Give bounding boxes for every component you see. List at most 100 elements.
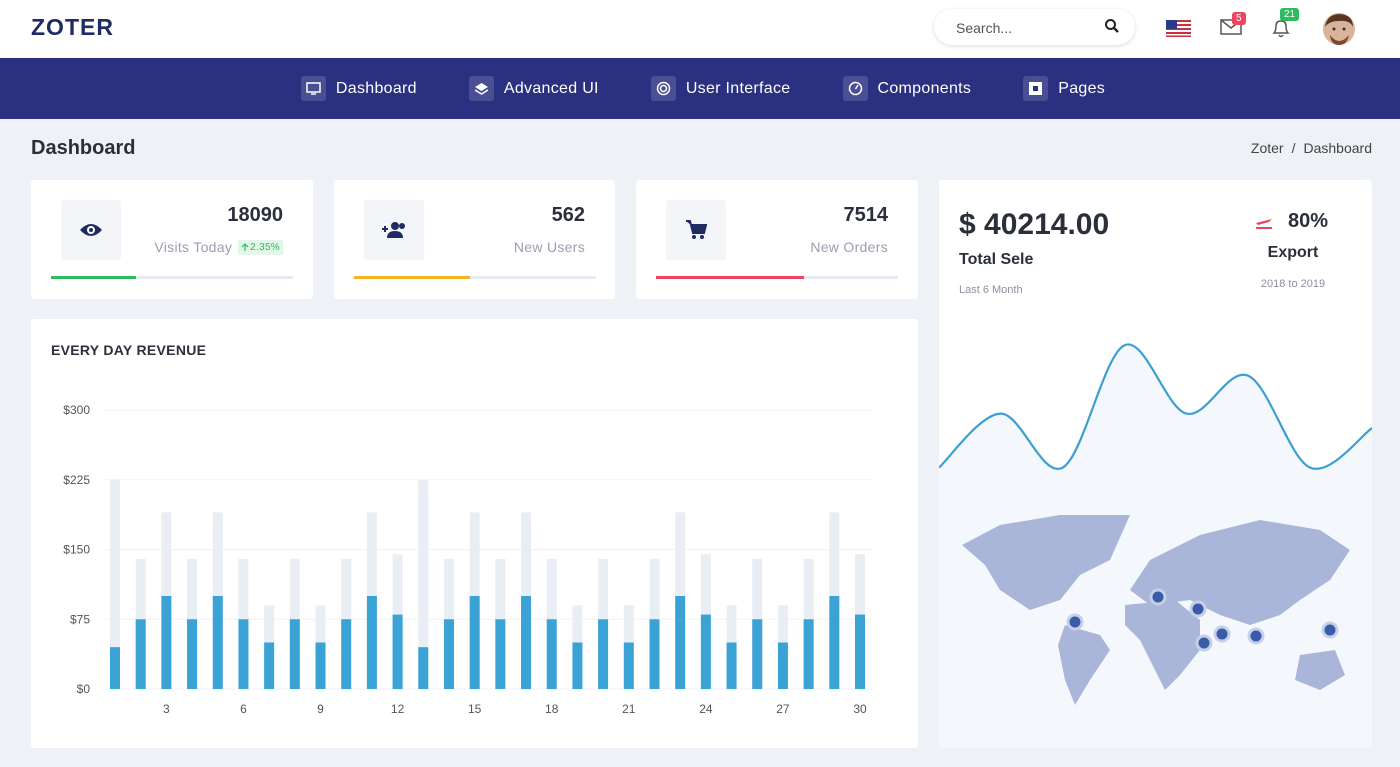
bar [495,619,505,689]
plane-icon [1255,214,1273,230]
progress-fill [51,276,136,279]
stat-label: New Orders [810,239,888,255]
export-label: Export [1239,244,1347,262]
bar [598,619,608,689]
stat-value: 562 [552,204,585,227]
search-icon[interactable] [1104,18,1120,34]
y-tick-label: $225 [63,473,90,487]
bar [444,619,454,689]
stat-value: 7514 [844,204,889,227]
x-tick-label: 15 [468,702,482,716]
nav-label: Advanced UI [504,80,599,98]
bar [727,643,737,690]
y-tick-label: $300 [63,403,90,417]
stat-card: 562 New Users [334,180,615,299]
progress-fill [354,276,470,279]
bar [290,619,300,689]
bar [778,643,788,690]
nav-icon [1028,81,1043,96]
flag-icon[interactable] [1166,20,1191,37]
x-tick-label: 18 [545,702,559,716]
avatar[interactable] [1322,11,1356,47]
bar [393,615,403,689]
bar [470,596,480,689]
users-icon [381,221,407,239]
nav-item[interactable]: Components [843,76,972,101]
stat-value: 18090 [227,204,283,227]
map-marker[interactable] [1323,623,1337,637]
nav-item[interactable]: User Interface [651,76,791,101]
bar [264,643,274,690]
revenue-card: EVERY DAY REVENUE $0$75$150$225$30036912… [31,319,918,748]
nav-icon [848,81,863,96]
bar [367,596,377,689]
top-bar: ZOTER Search... 5 21 [0,0,1400,58]
bar [829,596,839,689]
cart-icon [685,219,707,241]
x-tick-label: 12 [391,702,405,716]
nav-item[interactable]: Dashboard [301,76,417,101]
nav-label: Components [878,80,972,98]
sales-label: Total Sele [959,251,1033,269]
bar [213,596,223,689]
map-marker[interactable] [1249,629,1263,643]
stat-label: Visits Today [154,239,232,255]
nav-item[interactable]: Advanced UI [469,76,599,101]
breadcrumb-link[interactable]: Zoter [1251,140,1284,156]
x-tick-label: 21 [622,702,636,716]
progress-track [51,276,293,279]
search-box[interactable]: Search... [934,9,1135,45]
nav-label: User Interface [686,80,791,98]
nav-item[interactable]: Pages [1023,76,1105,101]
progress-track [354,276,596,279]
breadcrumb-separator: / [1292,140,1296,156]
nav-icon [474,82,489,96]
eye-icon [79,222,103,238]
x-tick-label: 6 [240,702,247,716]
up-arrow [241,243,249,251]
export-value: 80% [1288,210,1328,233]
nav-icon [656,81,671,96]
map-marker[interactable] [1151,590,1165,604]
bar [238,619,248,689]
search-placeholder: Search... [956,20,1012,36]
bar [521,596,531,689]
export-period: 2018 to 2019 [1239,278,1347,290]
map-marker[interactable] [1215,627,1229,641]
bar [649,619,659,689]
stat-card: 18090 Visits Today2.35% [31,180,313,299]
bar [624,643,634,690]
notifications[interactable]: 21 [1270,17,1292,44]
breadcrumb-current: Dashboard [1304,140,1373,156]
map-marker[interactable] [1068,615,1082,629]
map-marker[interactable] [1191,602,1205,616]
sales-period: Last 6 Month [959,284,1023,296]
y-tick-label: $75 [70,612,90,626]
stat-label: New Users [514,239,585,255]
brand[interactable]: ZOTER [31,14,114,41]
mail[interactable]: 5 [1220,18,1242,41]
bar [675,596,685,689]
nav-bar: Dashboard Advanced UI User Interface Com… [0,58,1400,119]
bar [804,619,814,689]
y-tick-label: $0 [77,682,91,696]
stat-card: 7514 New Orders [636,180,918,299]
mail-badge: 5 [1232,12,1246,25]
bar [187,619,197,689]
map-marker[interactable] [1197,636,1211,650]
x-tick-label: 24 [699,702,713,716]
bar [110,647,120,689]
x-tick-label: 27 [776,702,790,716]
x-tick-label: 30 [853,702,867,716]
bar [418,647,428,689]
nav-label: Dashboard [336,80,417,98]
progress-track [656,276,898,279]
bar [752,619,762,689]
bar [161,596,171,689]
bar [701,615,711,689]
nav-label: Pages [1058,80,1105,98]
bar [547,619,557,689]
page-title: Dashboard [31,137,135,160]
